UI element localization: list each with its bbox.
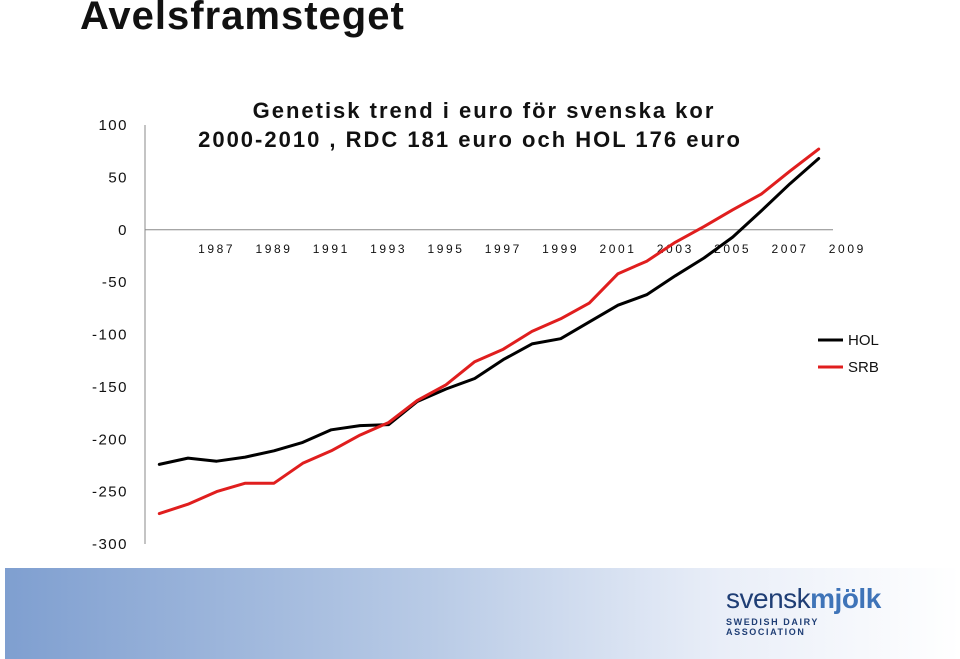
footer-gradient-band: [5, 568, 960, 659]
y-tick-label: -200: [92, 431, 128, 448]
series-layer: [157, 147, 821, 516]
y-axis: 100 50 0 -50 -100 -150 -200 -250 -300: [92, 117, 146, 553]
legend-label-hol: HOL: [848, 332, 879, 349]
genetic-trend-chart: Genetisk trend i euro för svenska kor 20…: [92, 98, 879, 553]
y-tick-label: -50: [102, 274, 128, 291]
x-tick-label: 1997: [485, 242, 522, 256]
chart-title-line-1: Genetisk trend i euro för svenska kor: [253, 98, 716, 123]
y-tick-label: -300: [92, 536, 128, 553]
legend: HOL SRB: [818, 332, 879, 376]
x-tick-label: 1999: [542, 242, 579, 256]
x-tick-label: 2009: [829, 242, 866, 256]
x-tick-label: 2007: [771, 242, 808, 256]
logo-wordmark: svenskmjölk: [726, 584, 896, 614]
y-tick-label: -100: [92, 327, 128, 344]
logo-word-part1: svensk: [726, 583, 811, 614]
y-tick-label: 0: [118, 222, 128, 239]
y-tick-label: 100: [98, 117, 128, 134]
x-tick-label: 2005: [714, 242, 751, 256]
x-axis: 1987 1989 1991 1993 1995 1997 1999 2001 2003 2005…: [145, 229, 866, 256]
series-line-hol: [157, 157, 821, 466]
series-line-srb: [157, 147, 821, 516]
y-tick-label: -150: [92, 379, 128, 396]
x-tick-label: 1989: [255, 242, 292, 256]
x-tick-label: 1993: [370, 242, 407, 256]
x-tick-label: 2003: [657, 242, 694, 256]
slide-title: Avelsframsteget: [80, 0, 405, 38]
x-tick-label: 2001: [599, 242, 636, 256]
logo-word-part2: mjölk: [810, 583, 881, 614]
x-tick-label: 1991: [313, 242, 350, 256]
y-tick-label: -250: [92, 484, 128, 501]
svensk-mjolk-logo: svenskmjölk SWEDISH DAIRY ASSOCIATION: [726, 584, 896, 638]
chart-title-line-2: 2000-2010 , RDC 181 euro och HOL 176 eur…: [198, 127, 742, 152]
y-tick-label: 50: [108, 169, 128, 186]
x-tick-label: 1995: [427, 242, 464, 256]
logo-tagline: SWEDISH DAIRY ASSOCIATION: [726, 617, 819, 637]
x-tick-label: 1987: [198, 242, 235, 256]
legend-label-srb: SRB: [848, 359, 879, 376]
